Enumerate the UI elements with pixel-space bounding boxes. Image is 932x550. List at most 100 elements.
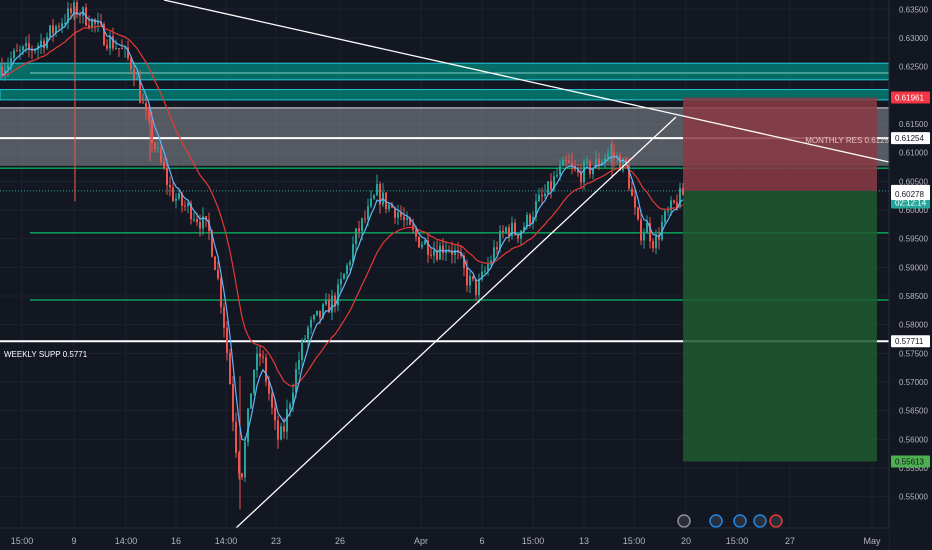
event-marker[interactable] bbox=[753, 514, 767, 528]
price-tick-label: 0.60000 bbox=[899, 206, 928, 215]
event-marker[interactable] bbox=[677, 514, 691, 528]
candle-body bbox=[586, 161, 588, 163]
short-position-tool[interactable] bbox=[683, 97, 877, 462]
candle-body bbox=[604, 157, 606, 162]
candle-body bbox=[106, 45, 108, 49]
time-tick-label: 14:00 bbox=[115, 536, 138, 546]
event-flag-icon bbox=[769, 514, 783, 528]
price-tag-label: 0.57711 bbox=[895, 337, 924, 346]
candle-body bbox=[670, 200, 672, 211]
candle-body bbox=[187, 203, 189, 207]
candle-body bbox=[475, 279, 477, 296]
time-tick-label: 16 bbox=[171, 536, 181, 546]
candle-body bbox=[238, 452, 240, 474]
candle-body bbox=[244, 442, 246, 478]
candle-body bbox=[70, 8, 72, 13]
candle-body bbox=[520, 230, 522, 239]
time-tick-label: Apr bbox=[414, 536, 428, 546]
price-tag-box bbox=[891, 188, 930, 201]
price-tag-box bbox=[891, 335, 930, 348]
price-tick-label: 0.55000 bbox=[899, 493, 928, 502]
candle-body bbox=[514, 222, 516, 235]
candle-body bbox=[196, 219, 198, 223]
candle-body bbox=[289, 404, 291, 409]
candle-body bbox=[247, 408, 249, 443]
candle-body bbox=[262, 356, 264, 358]
time-axis[interactable]: 15:00 9 14:00 16 14:00 23 26 Apr 6 15:00 13 15:00 20… bbox=[0, 527, 889, 550]
candle-body bbox=[274, 407, 276, 421]
candle-body bbox=[598, 159, 600, 166]
candle-body bbox=[544, 193, 546, 197]
price-tags: 0.619610.612540.6033302:12:140.602780.57… bbox=[891, 91, 930, 468]
take-profit-zone bbox=[683, 190, 877, 462]
candle-body bbox=[352, 244, 354, 262]
ascending-trendline bbox=[235, 116, 677, 529]
candle-body bbox=[121, 48, 123, 50]
candle-body bbox=[229, 352, 231, 385]
candle-body bbox=[565, 159, 567, 161]
candle-body bbox=[466, 267, 468, 286]
candle-body bbox=[442, 245, 444, 254]
price-tag-box bbox=[891, 455, 930, 468]
stop-loss-zone bbox=[683, 97, 877, 191]
event-markers[interactable] bbox=[677, 514, 783, 528]
candle-body bbox=[259, 353, 261, 357]
candle-body bbox=[40, 40, 42, 46]
candle-body bbox=[13, 50, 15, 59]
candle-body bbox=[25, 43, 27, 47]
price-tick-label: 0.58000 bbox=[899, 321, 928, 330]
candle-body bbox=[487, 264, 489, 271]
candle-body bbox=[430, 254, 432, 256]
fast-moving-average bbox=[1, 11, 684, 442]
candle-body bbox=[151, 119, 153, 144]
candle-body bbox=[607, 153, 609, 158]
candle-body bbox=[388, 204, 390, 209]
candle-body bbox=[67, 8, 69, 23]
candle-body bbox=[415, 229, 417, 237]
candle-body bbox=[346, 265, 348, 275]
event-flag-icon bbox=[753, 514, 767, 528]
event-marker[interactable] bbox=[709, 514, 723, 528]
candle-body bbox=[484, 270, 486, 272]
candle-body bbox=[454, 250, 456, 255]
candle-body bbox=[439, 245, 441, 260]
candle-body bbox=[508, 227, 510, 236]
candle-body bbox=[640, 219, 642, 241]
candle-body bbox=[358, 228, 360, 232]
price-tag-label: 0.60278 bbox=[895, 190, 924, 199]
candle-body bbox=[643, 233, 645, 241]
candle-body bbox=[343, 274, 345, 280]
candle-body bbox=[529, 214, 531, 224]
event-marker[interactable] bbox=[769, 514, 783, 528]
candle-body bbox=[493, 247, 495, 261]
candle-body bbox=[523, 226, 525, 231]
trendlines[interactable] bbox=[163, 0, 890, 529]
candle-body bbox=[550, 181, 552, 190]
candle-body bbox=[472, 276, 474, 280]
candle-body bbox=[10, 58, 12, 65]
price-tag: 0.61961 bbox=[891, 91, 930, 104]
candle-body bbox=[127, 47, 129, 59]
candle-body bbox=[379, 184, 381, 205]
candle-body bbox=[532, 216, 534, 224]
candle-body bbox=[97, 21, 99, 24]
time-tick-label: 20 bbox=[681, 536, 691, 546]
candle-body bbox=[103, 24, 105, 46]
candle-body bbox=[406, 218, 408, 220]
candle-body bbox=[403, 216, 405, 220]
candle-body bbox=[118, 48, 120, 50]
candle-body bbox=[631, 188, 633, 197]
time-tick-label: 6 bbox=[479, 536, 484, 546]
candle-body bbox=[298, 360, 300, 370]
candle-body bbox=[367, 206, 369, 220]
candle-body bbox=[145, 103, 147, 111]
candle-body bbox=[622, 158, 624, 171]
candle-body bbox=[181, 193, 183, 206]
candle-body bbox=[199, 222, 201, 229]
event-marker[interactable] bbox=[733, 514, 747, 528]
candle-body bbox=[478, 279, 480, 296]
candle-body bbox=[16, 50, 18, 52]
time-tick-label: 15:00 bbox=[11, 536, 34, 546]
candle-body bbox=[34, 49, 36, 52]
